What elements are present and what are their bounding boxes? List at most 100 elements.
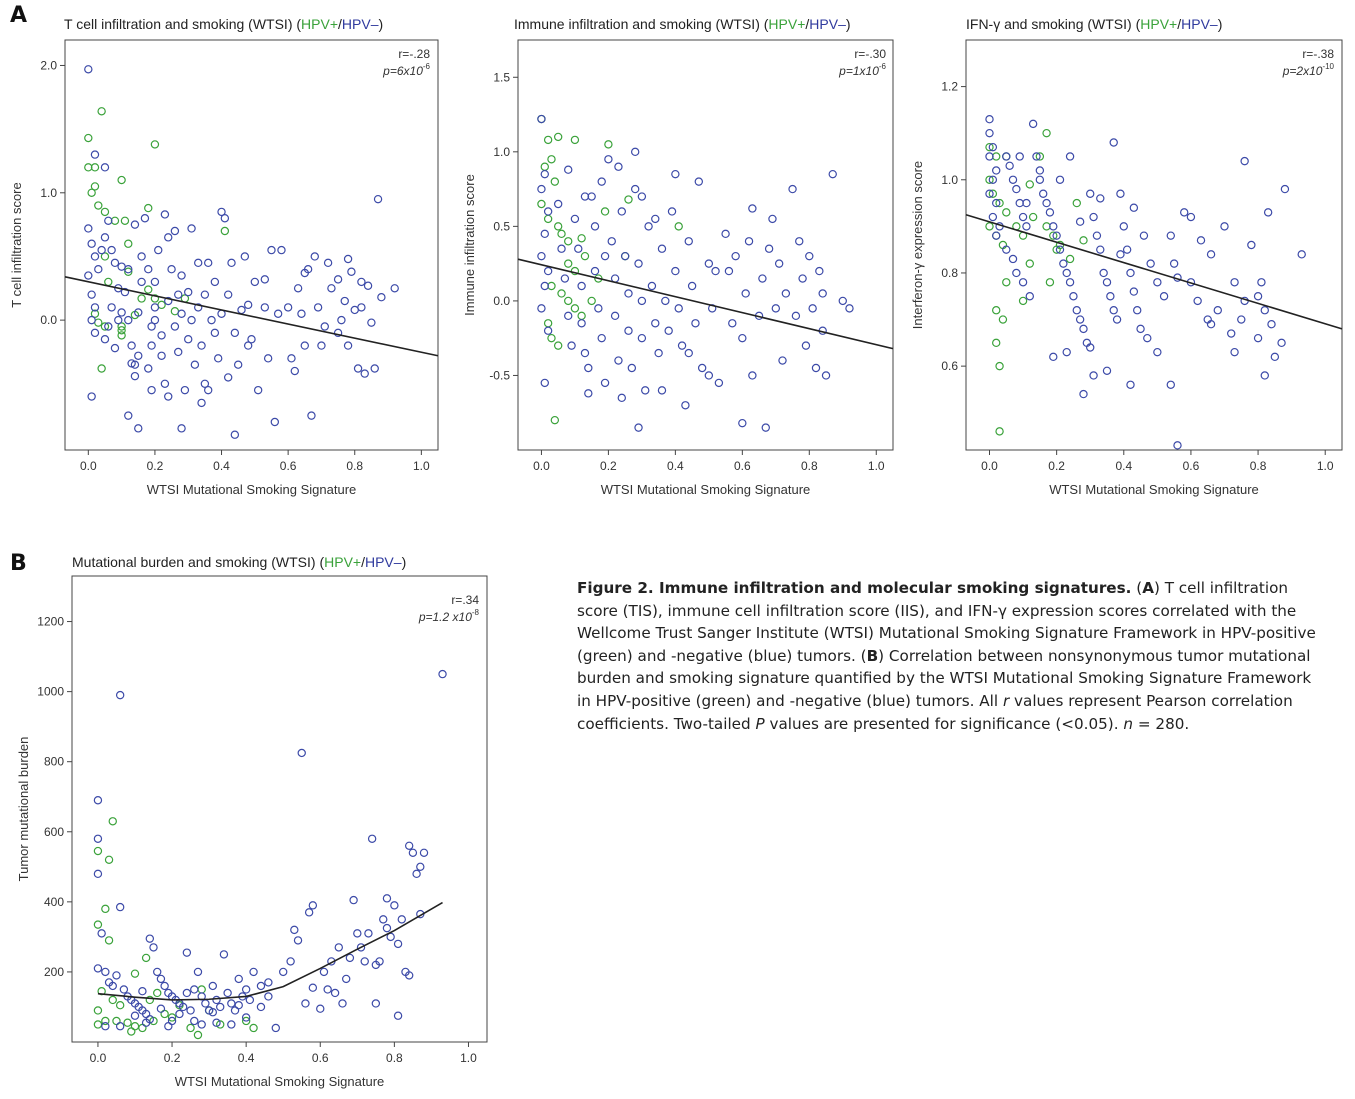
data-point <box>127 1027 136 1036</box>
data-point <box>574 244 583 253</box>
data-point <box>714 378 724 388</box>
data-point <box>100 335 110 344</box>
data-point <box>93 846 103 856</box>
data-point <box>144 264 153 274</box>
data-point <box>160 379 170 388</box>
x-tick-label: 0.4 <box>213 459 230 473</box>
data-point <box>1126 380 1135 389</box>
data-point <box>279 967 288 977</box>
data-point <box>543 326 553 335</box>
data-point <box>167 1013 177 1022</box>
data-point <box>988 142 998 152</box>
data-point <box>801 341 811 350</box>
hpv-neg-label: HPV– <box>809 16 846 32</box>
figure-caption: Figure 2. Immune infiltration and molecu… <box>577 577 1327 735</box>
data-point <box>564 311 573 321</box>
data-point <box>101 967 110 977</box>
data-point <box>204 258 213 268</box>
data-point <box>290 366 299 376</box>
data-point <box>697 363 707 373</box>
title-paren-open: ( <box>296 16 302 32</box>
data-point <box>1025 292 1034 301</box>
data-point <box>1253 333 1263 343</box>
data-point <box>1143 333 1152 343</box>
data-point <box>337 315 346 325</box>
x-tick-label: 0.2 <box>164 1051 181 1065</box>
data-point <box>87 188 96 197</box>
data-point <box>227 999 236 1008</box>
data-point <box>805 251 814 261</box>
data-point <box>115 690 125 700</box>
data-point <box>140 214 150 223</box>
data-point <box>600 251 610 261</box>
data-point <box>1133 306 1142 315</box>
data-point <box>293 936 303 945</box>
data-point <box>1018 212 1028 222</box>
y-tick-label: 600 <box>44 825 64 839</box>
data-point <box>207 315 216 325</box>
data-point <box>256 981 266 991</box>
data-point <box>774 259 784 268</box>
y-axis-label: T cell infiltration score <box>9 182 24 307</box>
data-point <box>212 995 221 1005</box>
data-point <box>995 427 1004 436</box>
data-point <box>781 289 791 298</box>
title-paren-close: ) <box>401 554 407 570</box>
data-point <box>1169 259 1179 268</box>
data-point <box>87 290 96 299</box>
data-point <box>154 245 163 255</box>
data-point <box>333 275 343 284</box>
data-point <box>1136 324 1145 334</box>
x-tick-label: 1.0 <box>413 459 430 473</box>
x-tick-label: 0.2 <box>600 459 617 473</box>
data-point <box>564 259 573 268</box>
data-point <box>87 315 96 325</box>
data-point <box>177 271 186 280</box>
data-point <box>104 855 114 865</box>
data-point <box>120 287 130 297</box>
data-point <box>243 300 253 310</box>
y-tick-label: 0.0 <box>493 294 510 308</box>
data-point <box>264 978 273 987</box>
data-point <box>654 348 663 358</box>
data-point <box>758 274 767 283</box>
data-point <box>1008 254 1018 264</box>
data-point <box>1062 268 1071 278</box>
data-point <box>828 169 837 179</box>
data-point <box>537 184 546 194</box>
data-point <box>84 224 93 233</box>
data-point <box>547 333 556 343</box>
data-point <box>353 364 363 373</box>
data-point <box>1213 306 1222 315</box>
data-point <box>371 999 381 1008</box>
data-point <box>1002 278 1011 287</box>
data-point <box>1065 254 1075 264</box>
data-point <box>577 311 586 321</box>
data-point <box>147 341 156 350</box>
data-point <box>564 237 573 246</box>
data-point <box>580 348 590 358</box>
y-tick-label: 1.5 <box>493 70 510 84</box>
data-point <box>1092 231 1102 240</box>
data-point <box>1055 245 1065 254</box>
data-point <box>540 378 549 388</box>
data-point <box>711 266 720 276</box>
data-point <box>230 328 240 338</box>
data-point <box>373 194 383 204</box>
data-point <box>197 1020 206 1029</box>
y-tick-label: 400 <box>44 895 64 909</box>
data-point <box>540 281 549 291</box>
data-point <box>145 995 155 1005</box>
data-point <box>748 204 757 213</box>
data-point <box>404 841 414 850</box>
data-point <box>604 155 613 164</box>
data-point <box>144 203 153 213</box>
data-point <box>985 189 994 198</box>
data-point <box>130 371 140 381</box>
data-point <box>667 207 677 216</box>
data-point <box>1227 329 1236 338</box>
title-paren-close: ) <box>845 16 851 32</box>
data-point <box>1086 189 1095 198</box>
data-point <box>1059 259 1068 268</box>
